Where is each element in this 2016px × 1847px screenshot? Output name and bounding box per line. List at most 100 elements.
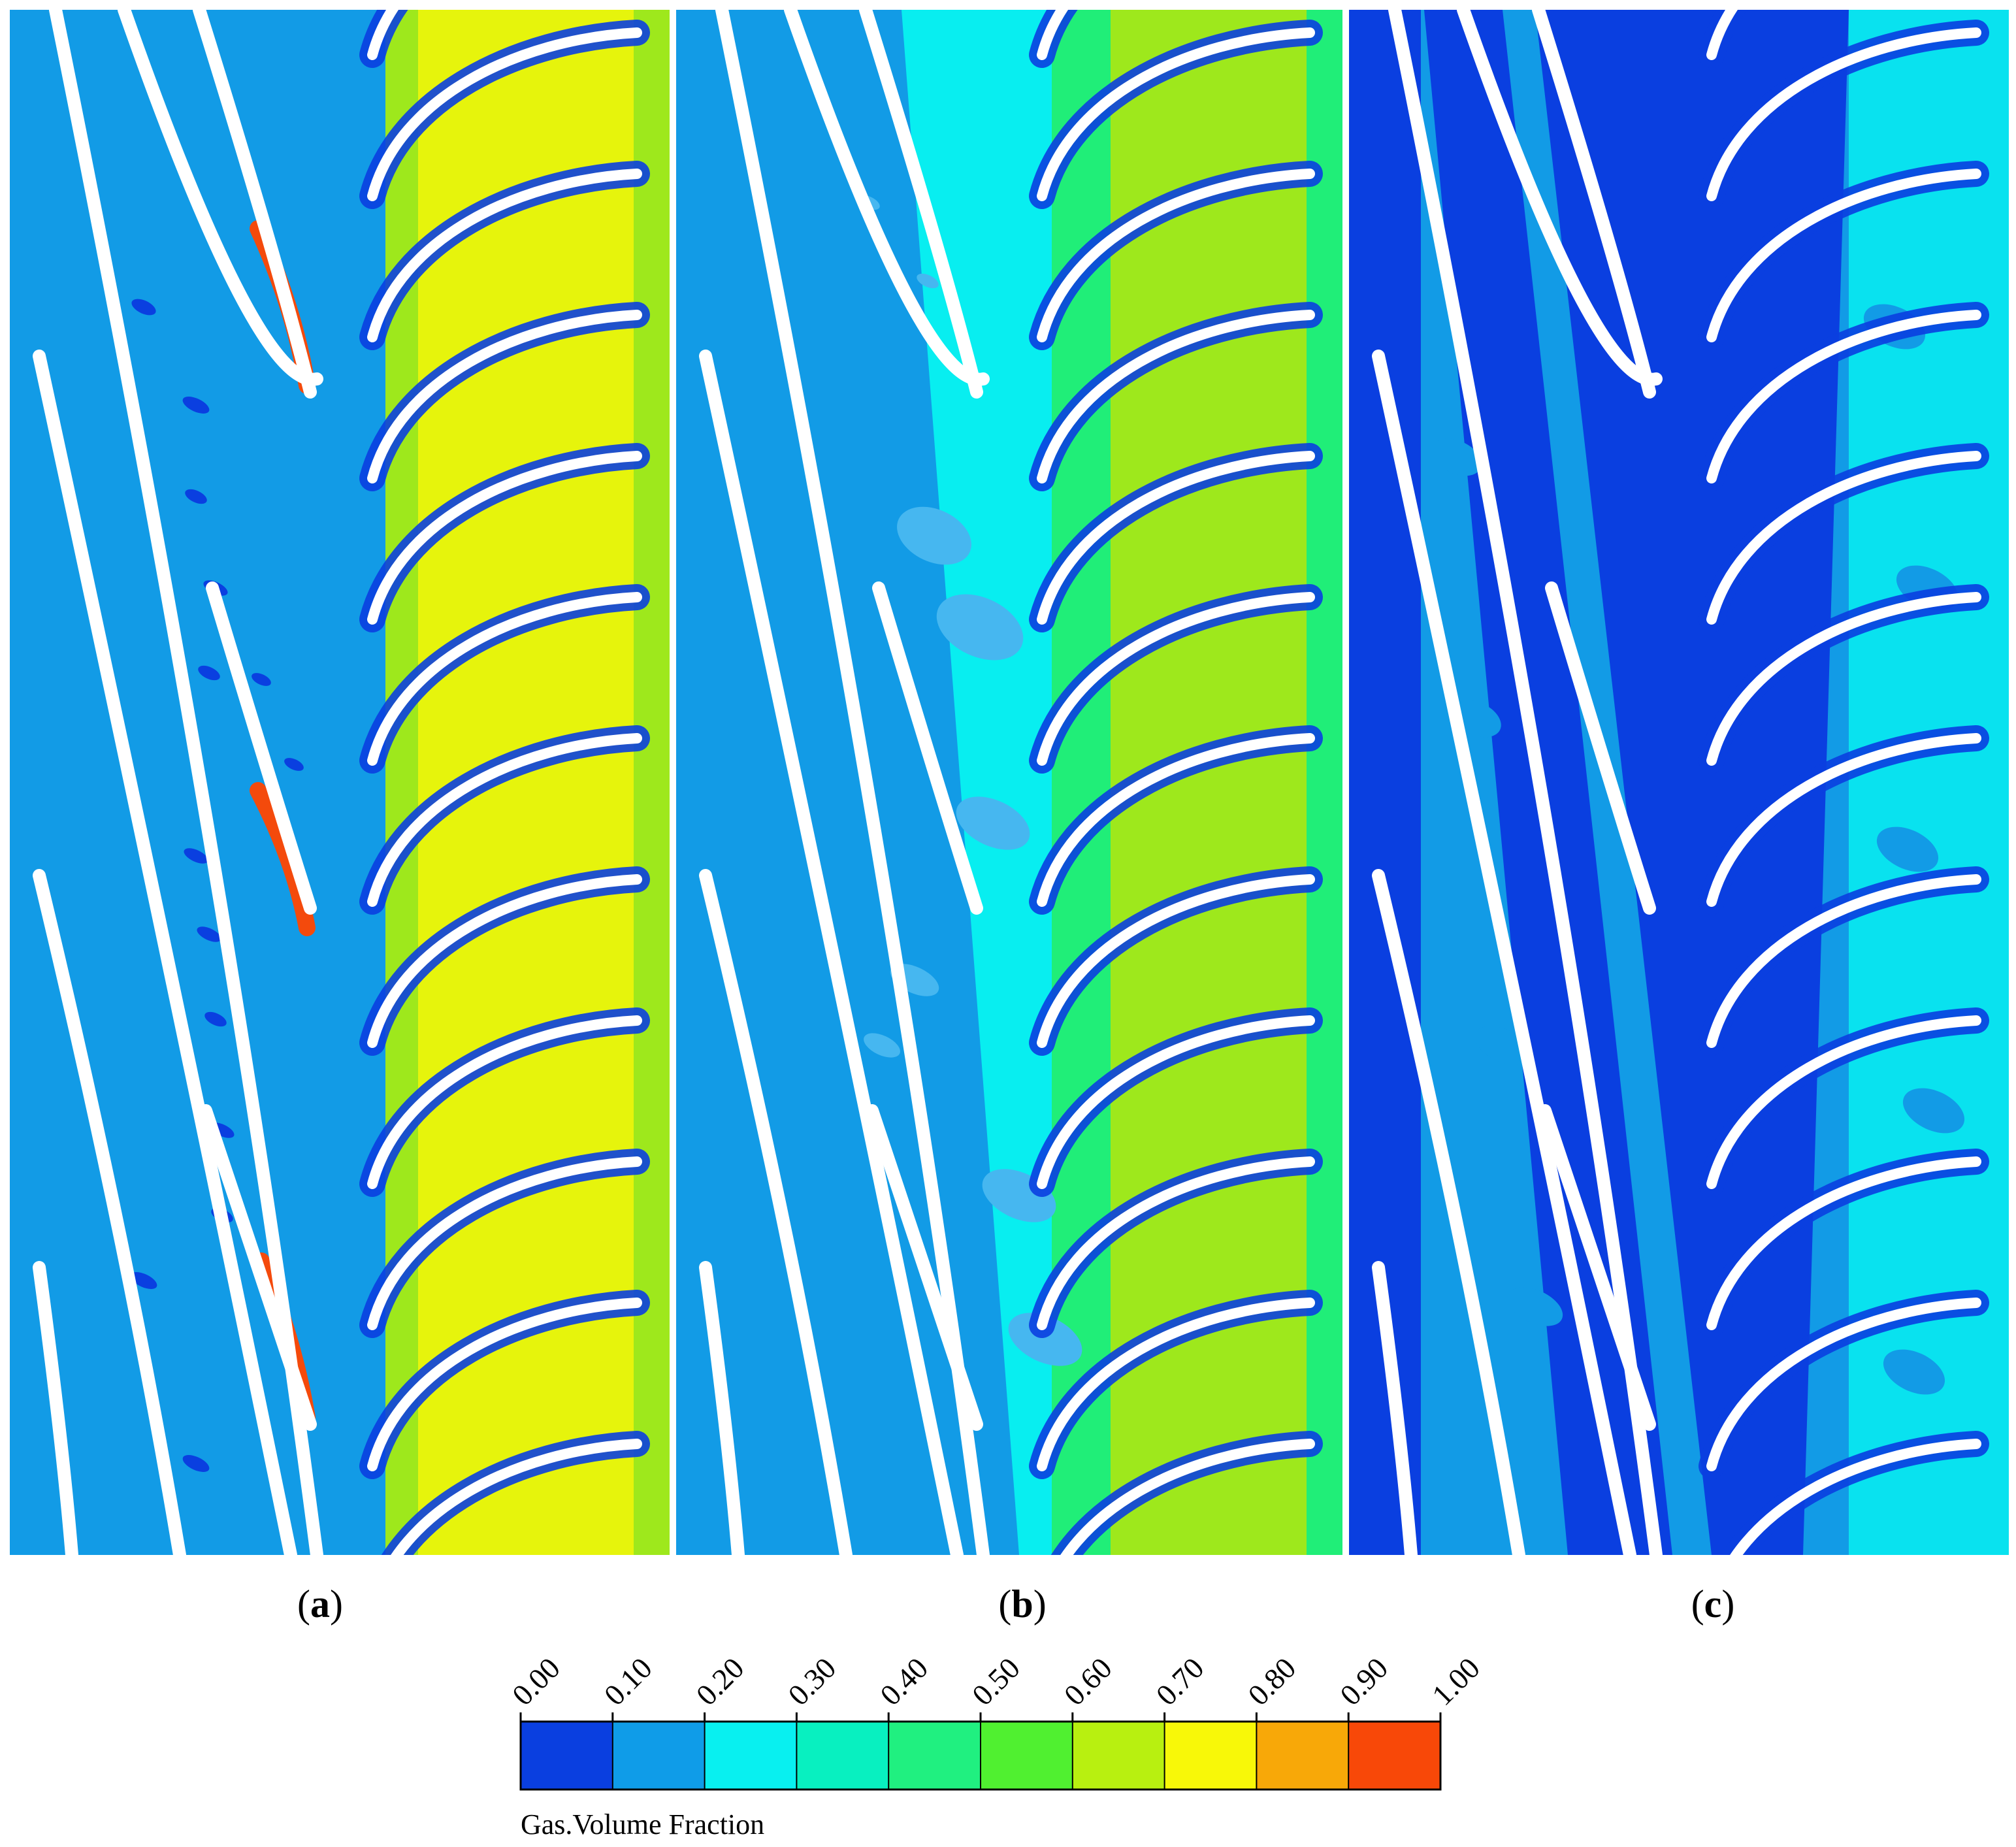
impeller-blade (1712, 1585, 1976, 1748)
low-gas-patch (252, 673, 271, 686)
low-gas-patch (1902, 1088, 1965, 1134)
impeller-blade (1037, 874, 1315, 1048)
low-gas-patch (1432, 438, 1482, 476)
impeller-blade (1706, 592, 1981, 766)
guide-vanes (699, 10, 990, 1555)
guide-vane-blade (33, 869, 186, 1555)
low-gas-patch (897, 506, 971, 565)
colorbar-swatch (521, 1722, 613, 1790)
guide-vane-blade (193, 10, 317, 399)
guide-vane-blade (199, 1104, 317, 1431)
colorbar-swatch (1256, 1722, 1349, 1790)
low-gas-patch (204, 1011, 227, 1027)
guide-vanes (1372, 10, 1663, 1555)
low-gas-patch (1008, 1313, 1082, 1366)
blade-wake (1712, 1585, 1976, 1748)
low-gas-patch (864, 1033, 900, 1058)
impeller-blade (1037, 733, 1315, 907)
contour-panel-c (1349, 10, 2009, 1748)
colorbar-frame (519, 1720, 1442, 1791)
impeller-blade (1706, 27, 1981, 201)
guide-vane-blade (1545, 581, 1656, 915)
impeller-blade (367, 1156, 642, 1330)
impeller-blade (1706, 874, 1981, 1048)
guide-vane-blade (33, 350, 297, 1555)
guide-vane-blade (1372, 350, 1636, 1555)
impeller-blade (1037, 10, 1069, 60)
low-gas-patch (182, 1455, 210, 1472)
low-gas-patch (182, 397, 210, 414)
impeller-blade (367, 310, 642, 483)
guide-vane-blade (1532, 10, 1656, 399)
colorbar-tick-label: 0.00 (506, 1651, 566, 1712)
guide-vane-blade (118, 10, 323, 386)
impeller-blade (1706, 1015, 1981, 1189)
guide-vane-blade (859, 10, 983, 399)
impeller-blade (1037, 27, 1315, 201)
impeller-blade (367, 874, 642, 1048)
low-gas-patch (185, 489, 207, 504)
guide-vanes (33, 10, 323, 1555)
impeller-blade (1060, 1439, 1315, 1555)
impeller-blade (1037, 592, 1315, 766)
impeller-blades (359, 10, 650, 1555)
impeller-blade (1037, 169, 1315, 342)
impeller-blade (1037, 1156, 1315, 1330)
low-gas-patch (917, 273, 939, 289)
colorbar-swatch (1072, 1722, 1165, 1790)
guide-vane-blade (866, 1104, 983, 1431)
guide-vane-blade (784, 10, 990, 386)
impeller-blade (1730, 1439, 1981, 1555)
impeller-blade (1706, 10, 1738, 60)
guide-vane-blade (1372, 1261, 1418, 1555)
colorbar: 0.00 0.10 0.20 0.30 0.40 0.50 0.60 0.70 0.80 0.90… (506, 1651, 1486, 1840)
colorbar-tick-label: 0.10 (598, 1651, 658, 1712)
impeller-blade (367, 1298, 642, 1471)
colorbar-tick-label: 0.90 (1333, 1651, 1394, 1712)
panel-label-a: (a) (297, 1582, 343, 1626)
impeller-blade (367, 1015, 642, 1189)
impeller-blade (1706, 169, 1981, 342)
low-gas-patches (858, 195, 1082, 1366)
colorbar-swatch (888, 1722, 981, 1790)
guide-vane-blade (1538, 1104, 1656, 1431)
guide-vane-blade (699, 869, 853, 1555)
low-gas-patches (130, 299, 304, 1472)
guide-vane-blade (699, 1261, 745, 1555)
low-gas-patch (184, 848, 208, 864)
colorbar-tick-label: 0.40 (873, 1651, 934, 1712)
medium-gas-region (902, 10, 1342, 1555)
guide-vane-blade (699, 350, 964, 1555)
contour-panel-b (676, 10, 1342, 1555)
contour-panel-a (10, 10, 670, 1555)
colorbar-swatch (704, 1722, 797, 1790)
colorbar-tick-label: 0.60 (1058, 1651, 1118, 1712)
panel-divider (1342, 10, 1349, 1555)
colorbar-title: Gas.Volume Fraction (521, 1808, 764, 1840)
colorbar-swatch (1348, 1722, 1441, 1790)
colorbar-ticks: 0.00 0.10 0.20 0.30 0.40 0.50 0.60 0.70 0.80 0.90… (506, 1651, 1486, 1722)
low-gas-patch (131, 299, 156, 316)
impeller-blades (1699, 10, 1989, 1748)
low-gas-patch (956, 796, 1030, 850)
low-gas-patch (936, 594, 1024, 661)
low-gas-patch (197, 926, 221, 942)
guide-vane-blade (1457, 10, 1663, 386)
impeller-blade (367, 169, 642, 342)
impeller-blade (367, 592, 642, 766)
impeller-blade (1706, 310, 1981, 483)
low-gas-patch (284, 758, 304, 771)
colorbar-tick-label: 0.30 (781, 1651, 842, 1712)
low-gas-patch (1876, 826, 1939, 872)
impeller-blade (367, 10, 399, 60)
impeller-blade (1037, 1298, 1315, 1471)
impeller-blade (1037, 1015, 1315, 1189)
colorbar-tick-label: 0.50 (966, 1651, 1026, 1712)
impeller-blade (1706, 451, 1981, 625)
low-gas-patch (1883, 1349, 1945, 1395)
colorbar-tick-label: 0.20 (690, 1651, 751, 1712)
impeller-blade (391, 1439, 642, 1555)
colorbar-tick-label: 0.70 (1150, 1651, 1211, 1712)
low-gas-patch (1507, 1287, 1563, 1326)
